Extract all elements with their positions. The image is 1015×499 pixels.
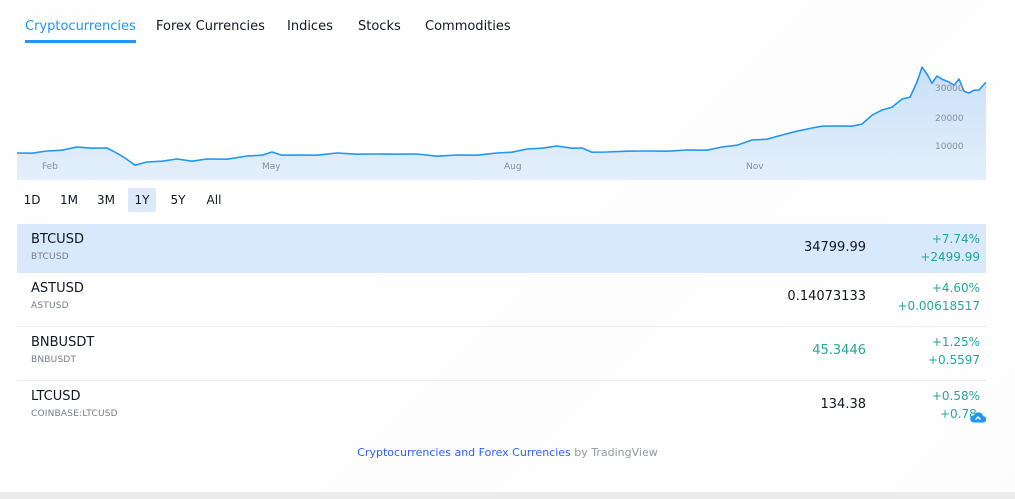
range-3m-button[interactable]: 3M (97, 193, 115, 207)
price-chart[interactable]: Feb May Aug Nov 30000 20000 10000 (17, 52, 986, 180)
change-absolute: +0.00618517 (897, 299, 980, 313)
symbol-description: COINBASE:LTCUSD (31, 409, 118, 419)
range-all-button[interactable]: All (206, 193, 222, 207)
symbol-name: LTCUSD (31, 389, 81, 404)
last-price: 34799.99 (803, 240, 866, 255)
change-percent: +1.25% (931, 335, 980, 349)
tab-commodities[interactable]: Commodities (425, 19, 511, 34)
symbol-row-bnbusdt[interactable]: BNBUSDT BNBUSDT 45.3446 +1.25% +0.5597 (17, 327, 986, 381)
tab-cryptocurrencies[interactable]: Cryptocurrencies (25, 19, 136, 43)
price-line (17, 66, 986, 166)
footer-link[interactable]: Cryptocurrencies and Forex Currencies (357, 446, 571, 459)
market-tabs: Cryptocurrencies Forex Currencies Indice… (0, 0, 1015, 46)
change-absolute: +0.5597 (927, 353, 980, 367)
tab-forex-currencies[interactable]: Forex Currencies (156, 19, 265, 34)
x-tick-label: Feb (42, 162, 58, 172)
symbol-name: BNBUSDT (31, 335, 95, 350)
y-tick-label: 20000 (935, 114, 964, 124)
symbol-row-btcusd[interactable]: BTCUSD BTCUSD 34799.99 +7.74% +2499.99 (17, 224, 986, 273)
page-bottom-strip (0, 492, 1015, 499)
price-chart-svg: Feb May Aug Nov 30000 20000 10000 (17, 66, 986, 180)
range-1d-button[interactable]: 1D (23, 193, 41, 207)
price-area (17, 67, 986, 180)
change-absolute: +2499.99 (920, 250, 980, 264)
y-tick-label: 30000 (935, 84, 964, 94)
range-5y-button[interactable]: 5Y (170, 193, 186, 207)
footer-suffix: by TradingView (570, 446, 658, 459)
x-tick-label: May (262, 162, 281, 172)
change-percent: +4.60% (931, 281, 980, 295)
symbol-description: BTCUSD (31, 252, 69, 262)
last-price: 45.3446 (812, 343, 866, 358)
symbol-row-ltcusd[interactable]: LTCUSD COINBASE:LTCUSD 134.38 +0.58% +0.… (17, 381, 986, 435)
tab-indices[interactable]: Indices (287, 19, 333, 34)
cloud-icon[interactable] (969, 410, 987, 424)
change-percent: +7.74% (931, 232, 980, 246)
widget-footer: Cryptocurrencies and Forex Currencies by… (0, 446, 1015, 459)
range-1y-button[interactable]: 1Y (128, 188, 156, 212)
range-1m-button[interactable]: 1M (60, 193, 78, 207)
last-price: 134.38 (820, 397, 867, 412)
tab-stocks[interactable]: Stocks (358, 19, 401, 34)
y-tick-label: 10000 (935, 142, 964, 152)
symbol-row-astusd[interactable]: ASTUSD ASTUSD 0.14073133 +4.60% +0.00618… (17, 273, 986, 327)
symbol-list: BTCUSD BTCUSD 34799.99 +7.74% +2499.99 A… (17, 224, 986, 435)
x-tick-label: Nov (746, 162, 764, 172)
x-tick-label: Aug (504, 162, 522, 172)
symbol-description: ASTUSD (31, 301, 69, 311)
last-price: 0.14073133 (787, 289, 866, 304)
symbol-description: BNBUSDT (31, 355, 77, 365)
symbol-name: ASTUSD (31, 281, 84, 296)
symbol-name: BTCUSD (31, 232, 84, 247)
change-absolute: +0.78 (940, 407, 977, 421)
change-percent: +0.58% (931, 389, 980, 403)
